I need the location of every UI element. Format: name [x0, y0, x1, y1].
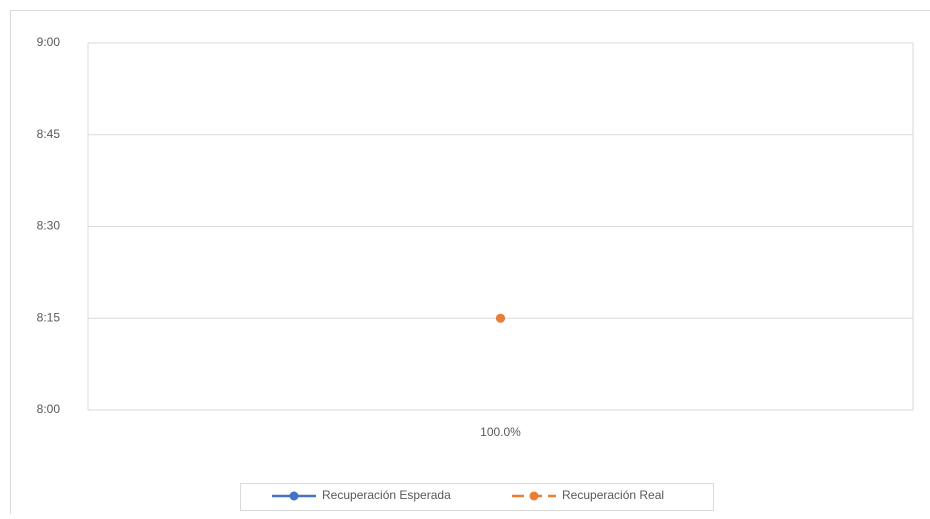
- x-tick-label: 100.0%: [480, 425, 521, 439]
- y-tick-label: 8:00: [37, 402, 61, 416]
- y-tick-label: 8:30: [37, 219, 61, 233]
- legend-label: Recuperación Real: [562, 488, 664, 502]
- legend-label: Recuperación Esperada: [322, 488, 451, 502]
- y-tick-label: 8:45: [37, 127, 61, 141]
- data-point: [496, 314, 505, 323]
- legend-marker: [290, 492, 299, 501]
- chart-area: [11, 11, 930, 515]
- y-tick-label: 8:15: [37, 310, 61, 324]
- y-tick-label: 9:00: [37, 35, 61, 49]
- legend-marker: [530, 492, 539, 501]
